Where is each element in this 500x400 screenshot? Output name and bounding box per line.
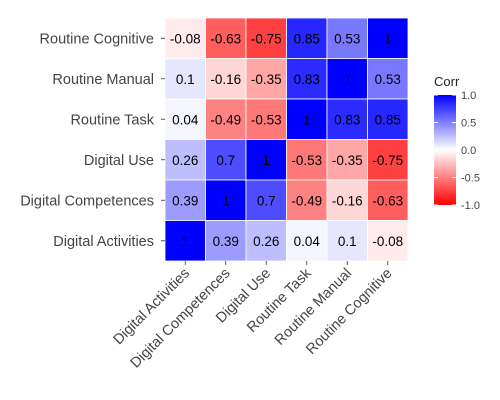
- heatmap-cell-routine-task-x-routine-cognitive: [367, 98, 409, 140]
- legend-tick-label: 0.5: [461, 118, 476, 130]
- cell-value-label: -0.08: [372, 234, 403, 249]
- y-tick-label-routine-task: Routine Task: [70, 112, 154, 128]
- y-tick-label-routine-cognitive: Routine Cognitive: [40, 31, 154, 47]
- cell-value-label: -0.53: [251, 112, 282, 127]
- cell-value-label: -0.75: [251, 31, 282, 46]
- cell-value-label: 0.7: [216, 153, 235, 168]
- cell-value-label: -0.08: [170, 31, 201, 46]
- heatmap-cell-routine-manual-x-routine-task: [286, 58, 328, 100]
- y-axis-labels: Routine Cognitive Routine Manual Routine T…: [20, 31, 165, 250]
- cell-value-label: 1: [181, 234, 189, 249]
- heatmap-cell-routine-task-x-digital-competences: [205, 98, 247, 140]
- heatmap-cell-routine-cognitive-x-digital-activities: [164, 17, 206, 59]
- heatmap-cells: -0.08 -0.63 -0.75 0.85 0.53 1 0.1 -0.16 -0.35 0.8…: [164, 17, 409, 262]
- heatmap-cell-routine-task-x-routine-manual: [326, 98, 368, 140]
- heatmap-cell-digital-use-x-digital-competences: [205, 139, 247, 181]
- cell-value-label: -0.16: [210, 72, 241, 87]
- cell-value-label: 0.53: [375, 72, 401, 87]
- y-tick-label-digital-use: Digital Use: [84, 153, 154, 169]
- color-legend: Corr 1.0 0.5 0.0 -0.5 -1.0: [434, 74, 480, 212]
- legend-title: Corr: [434, 74, 460, 89]
- heatmap-cell-digital-competences-x-routine-task: [286, 179, 328, 221]
- heatmap-cell-digital-use-x-digital-activities: [164, 139, 206, 181]
- heatmap-cell-digital-competences-x-routine-manual: [326, 179, 368, 221]
- cell-value-label: -0.49: [291, 193, 322, 208]
- heatmap-cell-digital-competences-x-routine-cognitive: [367, 179, 409, 221]
- cell-value-label: 1: [222, 193, 230, 208]
- heatmap-cell-digital-competences-x-digital-use: [245, 179, 287, 221]
- y-tick-label-digital-activities: Digital Activities: [53, 234, 154, 250]
- cell-value-label: 0.1: [338, 234, 357, 249]
- cell-value-label: 1: [384, 31, 392, 46]
- heatmap-cell-digital-use-x-routine-manual: [326, 139, 368, 181]
- heatmap-cell-digital-use-x-routine-cognitive: [367, 139, 409, 181]
- heatmap-cell-digital-activities-x-digital-activities: [164, 220, 206, 262]
- cell-value-label: -0.35: [251, 72, 282, 87]
- legend-tick-label: -1.0: [461, 200, 480, 212]
- heatmap-cell-routine-cognitive-x-digital-use: [245, 17, 287, 59]
- cell-value-label: -0.49: [210, 112, 241, 127]
- cell-value-label: 0.83: [334, 112, 360, 127]
- cell-value-label: 1: [343, 72, 351, 87]
- cell-value-label: 0.04: [294, 234, 321, 249]
- cell-value-label: 0.53: [334, 31, 360, 46]
- y-tick-label-routine-manual: Routine Manual: [52, 72, 154, 88]
- cell-value-label: -0.63: [372, 193, 403, 208]
- cell-value-label: 0.26: [253, 234, 279, 249]
- y-tick-label-digital-competences: Digital Competences: [20, 193, 154, 209]
- heatmap-cell-routine-cognitive-x-digital-competences: [205, 17, 247, 59]
- cell-value-label: 0.1: [176, 72, 195, 87]
- heatmap-cell-routine-task-x-routine-task: [286, 98, 328, 140]
- legend-colorbar: [434, 95, 456, 205]
- cell-value-label: 0.85: [375, 112, 401, 127]
- cell-value-label: 1: [262, 153, 270, 168]
- cell-value-label: 0.7: [257, 193, 276, 208]
- cell-value-label: -0.53: [291, 153, 322, 168]
- heatmap-cell-routine-manual-x-routine-cognitive: [367, 58, 409, 100]
- heatmap-cell-routine-cognitive-x-routine-cognitive: [367, 17, 409, 59]
- heatmap-cell-digital-activities-x-routine-cognitive: [367, 220, 409, 262]
- heatmap-cell-digital-use-x-routine-task: [286, 139, 328, 181]
- heatmap-cell-digital-use-x-digital-use: [245, 139, 287, 181]
- cell-value-label: 0.26: [172, 153, 198, 168]
- heatmap-cell-routine-manual-x-digital-competences: [205, 58, 247, 100]
- cell-value-label: 0.39: [172, 193, 198, 208]
- cell-value-label: -0.75: [372, 153, 403, 168]
- cell-value-label: 0.04: [172, 112, 199, 127]
- legend-tick-label: -0.5: [461, 173, 480, 185]
- cell-value-label: -0.63: [210, 31, 241, 46]
- legend-tick-label: 0.0: [461, 145, 476, 157]
- cell-value-label: 0.85: [294, 31, 320, 46]
- cell-value-label: 0.39: [213, 234, 239, 249]
- cell-value-label: -0.35: [332, 153, 363, 168]
- legend-tick-label: 1.0: [461, 90, 476, 102]
- cell-value-label: -0.16: [332, 193, 363, 208]
- cell-value-label: 0.83: [294, 72, 320, 87]
- cell-value-label: 1: [303, 112, 311, 127]
